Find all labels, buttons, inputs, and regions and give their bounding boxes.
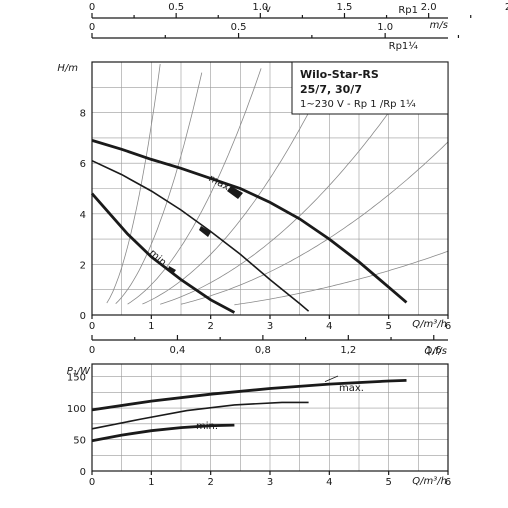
velocity-tick-label: 0.5 — [168, 2, 184, 13]
velocity-tick-label: 1.0 — [377, 22, 393, 33]
power-series-1 — [91, 401, 309, 430]
power-x-tick-label: 4 — [326, 477, 332, 488]
system-curve-3 — [142, 65, 333, 305]
power-series-2 — [91, 423, 235, 443]
legend-title-line-2: 25/7, 30/7 — [300, 83, 362, 96]
legend-subtitle: 1~230 V - Rp 1 /Rp 1¼ — [300, 98, 416, 110]
velocity-unit-label: m/s — [430, 20, 448, 31]
power-x-tick-label: 5 — [385, 477, 391, 488]
head-y-tick-label: 4 — [80, 210, 86, 221]
head-x-tick-label: 4 — [326, 321, 332, 332]
power-y-tick-label: 100 — [67, 404, 86, 415]
power-y-axis-label: P₁/W — [67, 366, 91, 377]
power-annotation-min: min. — [196, 421, 218, 432]
head-y-tick-label: 6 — [80, 159, 86, 170]
power-x-tick-label: 1 — [148, 477, 154, 488]
velocity-tick-label: 2.5 — [505, 2, 508, 13]
head-x-tick-label: 0 — [89, 321, 95, 332]
grid-layer — [92, 62, 448, 471]
power-annotation-leader — [324, 375, 339, 382]
head-y-tick-label: 2 — [80, 260, 86, 271]
system-curve-0 — [106, 64, 161, 304]
power-y-tick-label: 150 — [67, 373, 86, 384]
head-y-axis-label: H/m — [57, 63, 78, 74]
velocity-tick-label: 1.5 — [337, 2, 353, 13]
velocity-tick-label: 1.0 — [252, 2, 268, 13]
system-curves-layer — [106, 64, 449, 306]
speed-marker-min — [168, 266, 176, 274]
power-y-tick-label: 0 — [80, 467, 86, 478]
head-y-tick-label: 8 — [80, 109, 86, 120]
axes-layer — [91, 13, 472, 475]
head-series-2 — [90, 192, 236, 314]
legend-title-line-1: Wilo-Star-RS — [300, 68, 379, 81]
ls-axis-label: Q/l/s — [424, 346, 447, 357]
series-layer — [90, 139, 408, 443]
head-x-tick-label: 6 — [445, 321, 451, 332]
velocity-scale-name: Rp1¼ — [389, 40, 419, 52]
power-x-tick-label: 2 — [207, 477, 213, 488]
power-series-0 — [91, 379, 407, 412]
speed-marker-max — [227, 186, 243, 199]
head-x-axis-label: Q/m³/h — [412, 319, 447, 330]
head-x-tick-label: 3 — [267, 321, 273, 332]
speed-marker-mid — [199, 226, 211, 237]
power-x-axis-label: Q/m³/h — [412, 476, 447, 487]
head-series-1 — [91, 159, 310, 312]
ls-tick-label: 0,8 — [255, 345, 271, 356]
head-y-tick-label: 0 — [80, 311, 86, 322]
labels-layer: v00.51.01.52.02.53.0Rp100.51.01.52.0Rp1¼… — [57, 2, 508, 488]
velocity-label: v — [265, 4, 271, 15]
head-x-tick-label: 1 — [148, 321, 154, 332]
system-curve-1 — [115, 72, 203, 304]
ls-tick-label: 0 — [89, 345, 95, 356]
power-x-tick-label: 6 — [445, 477, 451, 488]
velocity-tick-label: 0.5 — [231, 22, 247, 33]
legend-box: Wilo-Star-RS 25/7, 30/7 1~230 V - Rp 1 /Rp… — [291, 61, 449, 115]
power-x-tick-label: 3 — [267, 477, 273, 488]
velocity-tick-label: 2.0 — [421, 2, 437, 13]
ls-tick-label: 1,2 — [340, 345, 356, 356]
power-x-tick-label: 0 — [89, 477, 95, 488]
head-x-tick-label: 2 — [207, 321, 213, 332]
system-curve-6 — [234, 250, 449, 306]
system-curve-2 — [127, 68, 262, 305]
legend-box-frame — [291, 61, 449, 115]
power-y-tick-label: 50 — [73, 436, 86, 447]
system-curve-5 — [180, 141, 449, 305]
head-x-tick-label: 5 — [385, 321, 391, 332]
ls-tick-label: 1,6 — [426, 345, 442, 356]
head-series-0 — [91, 139, 408, 304]
system-curve-4 — [160, 65, 422, 305]
ls-tick-label: 0,4 — [169, 345, 185, 356]
power-annotation-max: max. — [339, 383, 364, 394]
velocity-tick-label: 0 — [89, 22, 95, 33]
velocity-tick-label: 0 — [89, 2, 95, 13]
velocity-scale-name: Rp1 — [398, 5, 418, 16]
